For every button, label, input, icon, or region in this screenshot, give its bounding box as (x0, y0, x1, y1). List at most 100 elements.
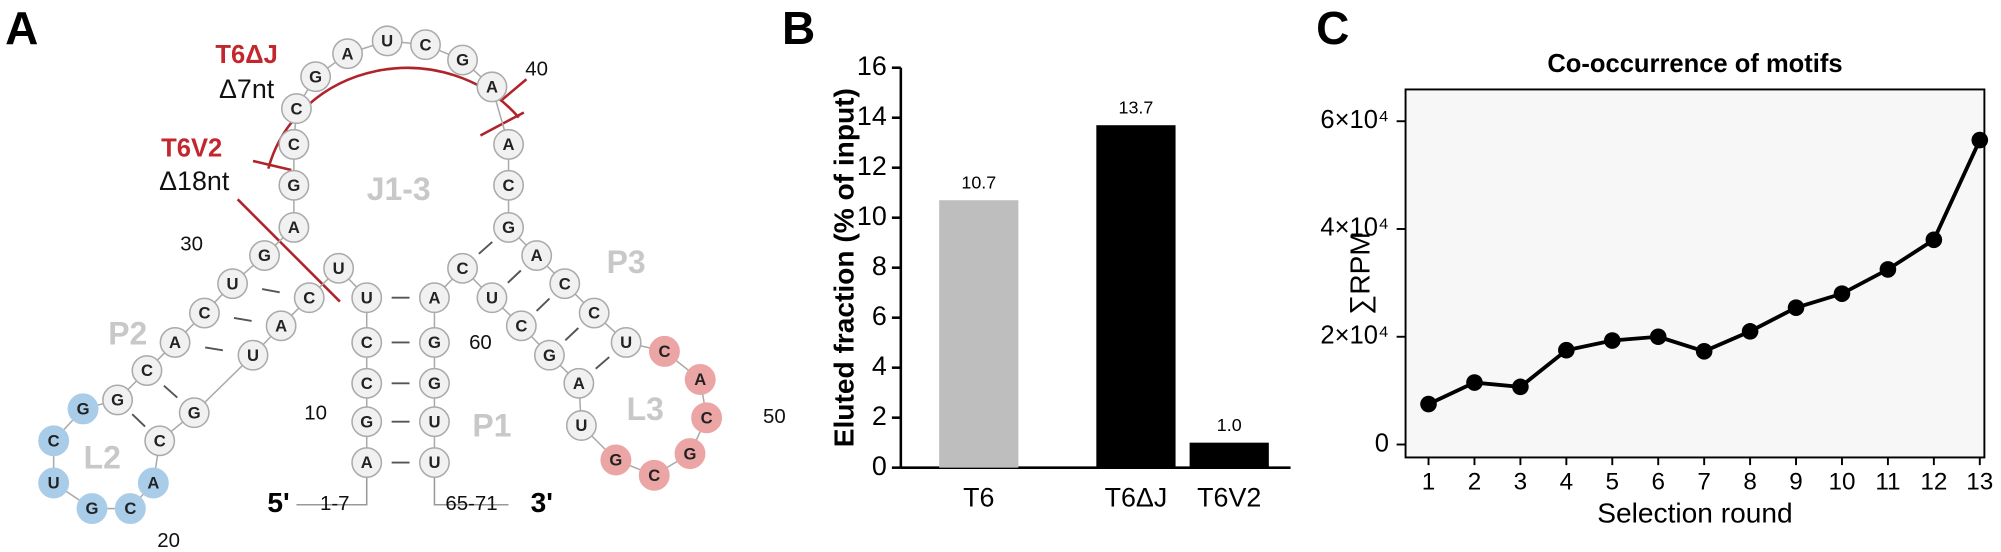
nucleotide-circle (447, 252, 479, 284)
point (1741, 323, 1759, 340)
plot-area (1404, 88, 1986, 459)
end-range: 65-71 (445, 492, 497, 515)
point (1695, 342, 1713, 360)
nucleotide: G (77, 400, 90, 419)
nucleotide-circle (691, 402, 723, 434)
nucleotide-circle (38, 467, 70, 499)
y-tick-label: 8 (872, 251, 887, 281)
y-tick-label: 0 (872, 451, 887, 481)
base-pair (205, 346, 224, 352)
nucleotide-circle (188, 297, 220, 329)
nucleotide-circle (67, 393, 99, 425)
y-tick-label: 6 (872, 301, 887, 331)
panel-label: C (1316, 2, 1349, 54)
nucleotide-circle (418, 282, 450, 314)
nucleotide-circle (493, 128, 525, 160)
base-pair (163, 384, 178, 399)
x-tick-label: 8 (1743, 468, 1757, 495)
nucleotide: A (573, 374, 585, 393)
panel-label: B (782, 2, 815, 54)
position-label: 40 (525, 58, 548, 81)
nucleotide-circle (159, 326, 191, 358)
nucleotide-circle (674, 438, 706, 470)
nucleotide-circle (533, 339, 565, 371)
base-pair (535, 297, 551, 312)
nucleotide: U (361, 288, 373, 307)
nucleotide: C (457, 259, 469, 278)
x-axis-label: Selection round (1597, 497, 1792, 528)
bar (1189, 442, 1269, 468)
nucleotide: G (188, 403, 201, 422)
nucleotide: C (361, 333, 373, 352)
nucleotide: G (111, 391, 124, 410)
nucleotide: G (543, 346, 556, 365)
point (1879, 261, 1897, 278)
base-pair (261, 288, 280, 294)
bar (1096, 125, 1176, 468)
nucleotide-circle (351, 326, 383, 358)
nucleotide-circle (332, 38, 364, 70)
x-tick-label: 10 (1828, 468, 1855, 495)
nucleotide-circle (648, 335, 680, 367)
nucleotide-circle (563, 367, 595, 399)
position-label: 20 (157, 529, 180, 552)
end-label: 3' (531, 487, 553, 518)
nucleotide-circle (114, 493, 146, 525)
x-tick-label: 7 (1697, 468, 1710, 495)
nucleotide-circle (237, 339, 269, 371)
nucleotide-circle (323, 252, 355, 284)
y-tick-label: 16 (857, 51, 887, 81)
nucleotide-circle (418, 367, 450, 399)
nucleotide-circle (684, 364, 716, 395)
nucleotide: C (124, 499, 136, 518)
x-tick-label: 12 (1920, 468, 1947, 495)
nucleotide-circle (371, 25, 403, 57)
nucleotide-circle (249, 240, 280, 272)
position-label: 60 (469, 331, 492, 354)
y-tick-label: 2×10⁴ (1320, 322, 1389, 350)
nucleotide: U (575, 416, 587, 435)
position-label: 50 (763, 405, 786, 428)
point (1833, 285, 1851, 302)
nucleotide-circle (131, 355, 163, 387)
x-tick-label: T6 (963, 483, 994, 513)
nucleotide: A (531, 246, 543, 265)
y-tick-label: 14 (857, 101, 887, 131)
nucleotide-circle (505, 310, 537, 342)
point (1925, 231, 1943, 249)
nucleotide: G (309, 67, 322, 86)
nucleotide-circle (549, 268, 581, 300)
nucleotide: C (48, 432, 60, 451)
y-tick-label: 4×10⁴ (1320, 214, 1389, 242)
nucleotide: A (694, 370, 706, 389)
nucleotide: C (198, 304, 210, 323)
nucleotide: A (361, 453, 373, 472)
region-label: P3 (607, 244, 646, 280)
end-label: 5' (267, 487, 289, 518)
nucleotide: G (502, 218, 515, 237)
nucleotide-circle (578, 297, 610, 329)
bar (939, 200, 1019, 468)
nucleotide-circle (102, 384, 134, 416)
nucleotide: U (486, 288, 498, 307)
nucleotide-circle (565, 410, 597, 441)
nucleotide: A (169, 333, 181, 352)
region-label: L2 (84, 439, 121, 475)
nucleotide-circle (137, 467, 169, 499)
y-tick-label: 2 (872, 401, 887, 431)
nucleotide: G (258, 246, 271, 265)
nucleotide: U (333, 259, 345, 278)
y-axis-label: ∑RPM (1345, 232, 1376, 315)
nucleotide: U (381, 32, 393, 51)
position-label: 10 (304, 401, 327, 424)
nucleotide: G (428, 333, 441, 352)
nucleotide-circle (300, 61, 332, 93)
nucleotide: C (588, 304, 600, 323)
nucleotide: C (559, 274, 571, 293)
end-range: 1-7 (320, 492, 350, 515)
region-label: P2 (108, 315, 147, 351)
base-pair (595, 356, 610, 370)
nucleotide-circle (418, 326, 450, 358)
nucleotide-circle (476, 71, 508, 103)
